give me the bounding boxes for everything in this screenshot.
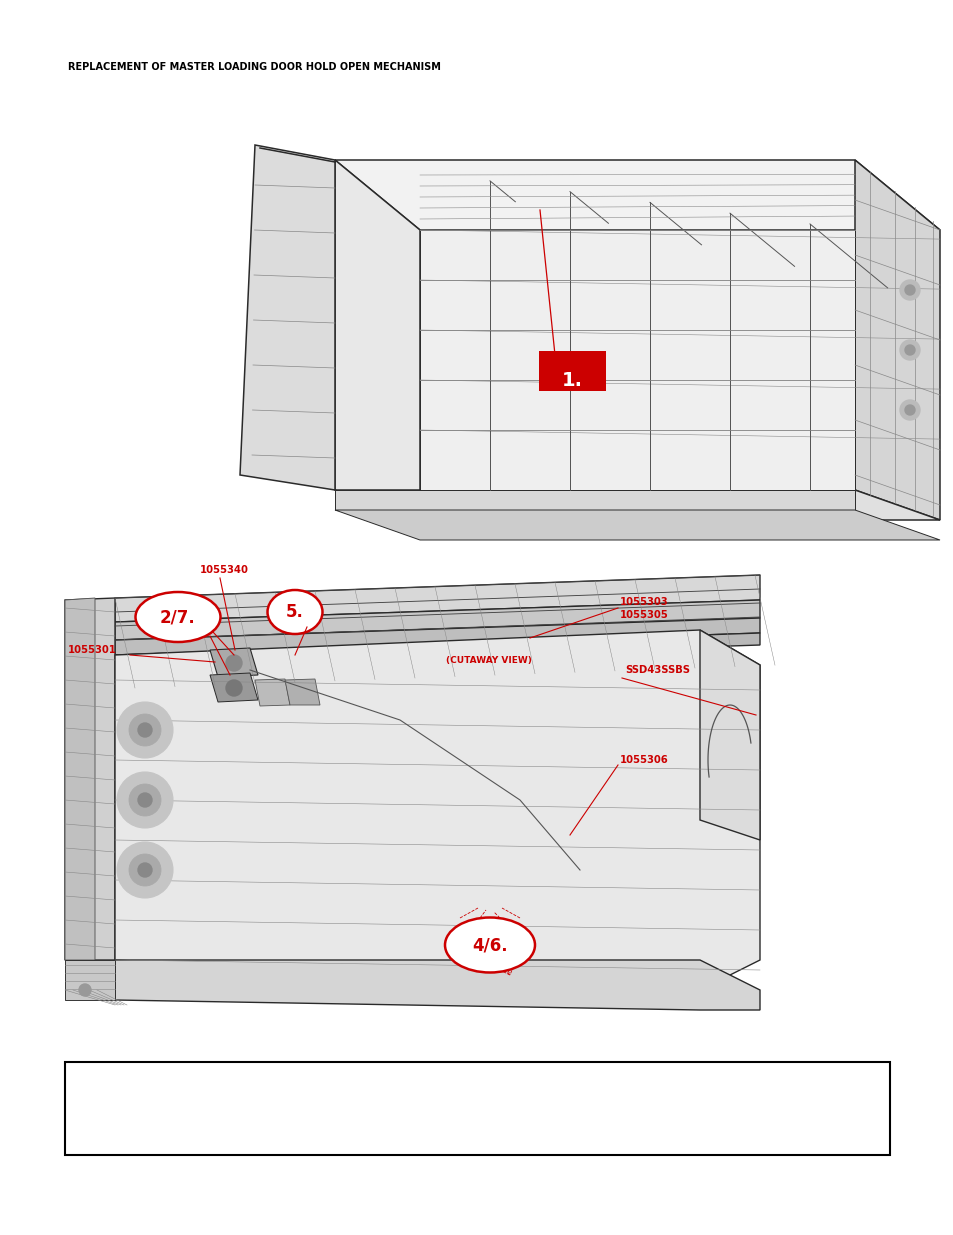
- Text: 2/7.: 2/7.: [160, 608, 195, 626]
- Circle shape: [138, 863, 152, 877]
- Text: 1055305: 1055305: [619, 610, 668, 620]
- Polygon shape: [210, 673, 257, 701]
- Polygon shape: [285, 679, 319, 705]
- Ellipse shape: [135, 592, 220, 642]
- Circle shape: [904, 345, 914, 354]
- Circle shape: [904, 285, 914, 295]
- Text: 1.: 1.: [561, 370, 582, 390]
- Polygon shape: [115, 634, 760, 667]
- Ellipse shape: [267, 590, 322, 634]
- Circle shape: [899, 400, 919, 420]
- Circle shape: [899, 340, 919, 359]
- Circle shape: [117, 701, 172, 758]
- Polygon shape: [115, 630, 760, 990]
- Circle shape: [129, 853, 161, 885]
- Text: REPLACEMENT OF MASTER LOADING DOOR HOLD OPEN MECHANISM: REPLACEMENT OF MASTER LOADING DOOR HOLD …: [68, 62, 440, 72]
- Polygon shape: [115, 600, 760, 640]
- Polygon shape: [254, 679, 290, 706]
- FancyBboxPatch shape: [538, 351, 605, 391]
- Text: 1055301: 1055301: [68, 645, 117, 655]
- Circle shape: [79, 984, 91, 995]
- Polygon shape: [854, 161, 939, 520]
- Polygon shape: [240, 144, 335, 490]
- Circle shape: [226, 680, 242, 697]
- Circle shape: [899, 280, 919, 300]
- Text: 1055303: 1055303: [619, 597, 668, 606]
- Polygon shape: [335, 490, 854, 510]
- Ellipse shape: [444, 918, 535, 972]
- Polygon shape: [65, 598, 115, 960]
- Polygon shape: [335, 510, 939, 540]
- Polygon shape: [115, 960, 760, 1010]
- Polygon shape: [335, 490, 939, 520]
- Polygon shape: [335, 161, 939, 230]
- Circle shape: [129, 714, 161, 746]
- Circle shape: [117, 772, 172, 827]
- Polygon shape: [65, 598, 95, 960]
- Circle shape: [226, 655, 242, 671]
- Polygon shape: [419, 359, 459, 420]
- Text: (CUTAWAY VIEW): (CUTAWAY VIEW): [446, 656, 532, 664]
- Text: 1055340: 1055340: [200, 564, 249, 576]
- Text: 1055306: 1055306: [619, 755, 668, 764]
- Polygon shape: [115, 576, 760, 622]
- Circle shape: [904, 405, 914, 415]
- Polygon shape: [210, 648, 257, 677]
- Circle shape: [138, 722, 152, 737]
- Polygon shape: [65, 960, 115, 1000]
- Text: 4/6.: 4/6.: [472, 936, 507, 953]
- Text: SSD43SSBS: SSD43SSBS: [624, 664, 689, 676]
- Circle shape: [129, 784, 161, 816]
- Polygon shape: [419, 230, 854, 490]
- Circle shape: [117, 842, 172, 898]
- Polygon shape: [115, 618, 760, 655]
- Polygon shape: [700, 630, 760, 840]
- Text: 5.: 5.: [286, 603, 304, 621]
- Bar: [65, 1062, 889, 1155]
- Circle shape: [138, 793, 152, 806]
- Polygon shape: [335, 161, 419, 520]
